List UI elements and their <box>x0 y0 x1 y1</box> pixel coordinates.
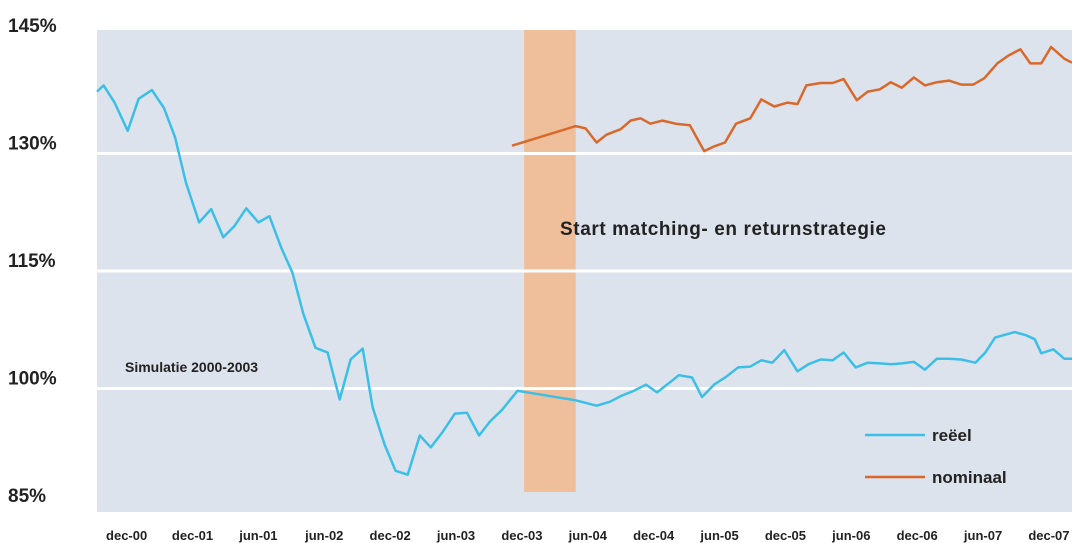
x-tick-label: dec-00 <box>106 528 147 543</box>
x-tick-label: dec-05 <box>765 528 806 543</box>
x-tick-label: jun-02 <box>304 528 343 543</box>
x-tick-label: dec-03 <box>501 528 542 543</box>
x-tick-label: jun-07 <box>963 528 1002 543</box>
x-tick-label: dec-04 <box>633 528 675 543</box>
x-tick-label: dec-06 <box>897 528 938 543</box>
x-tick-label: dec-07 <box>1028 528 1069 543</box>
x-tick-label: jun-01 <box>238 528 277 543</box>
annotation: Start matching- en returnstrategie <box>560 219 887 240</box>
x-tick-label: jun-04 <box>568 528 608 543</box>
x-tick-label: jun-06 <box>831 528 870 543</box>
legend-label: reëel <box>932 426 972 445</box>
highlight-band <box>524 30 576 492</box>
x-tick-label: dec-02 <box>370 528 411 543</box>
x-tick-label: jun-03 <box>436 528 475 543</box>
x-tick-label: jun-05 <box>699 528 738 543</box>
y-tick-label: 145% <box>8 16 57 37</box>
series-line <box>96 84 1072 476</box>
y-tick-label: 100% <box>8 369 57 390</box>
y-tick-label: 130% <box>8 134 57 155</box>
annotation: Simulatie 2000-2003 <box>125 359 258 375</box>
y-tick-label: 115% <box>8 251 56 272</box>
y-tick-label: 85% <box>8 486 46 507</box>
series-line <box>511 45 1072 153</box>
legend-label: nominaal <box>932 468 1007 487</box>
x-tick-label: dec-01 <box>172 528 213 543</box>
